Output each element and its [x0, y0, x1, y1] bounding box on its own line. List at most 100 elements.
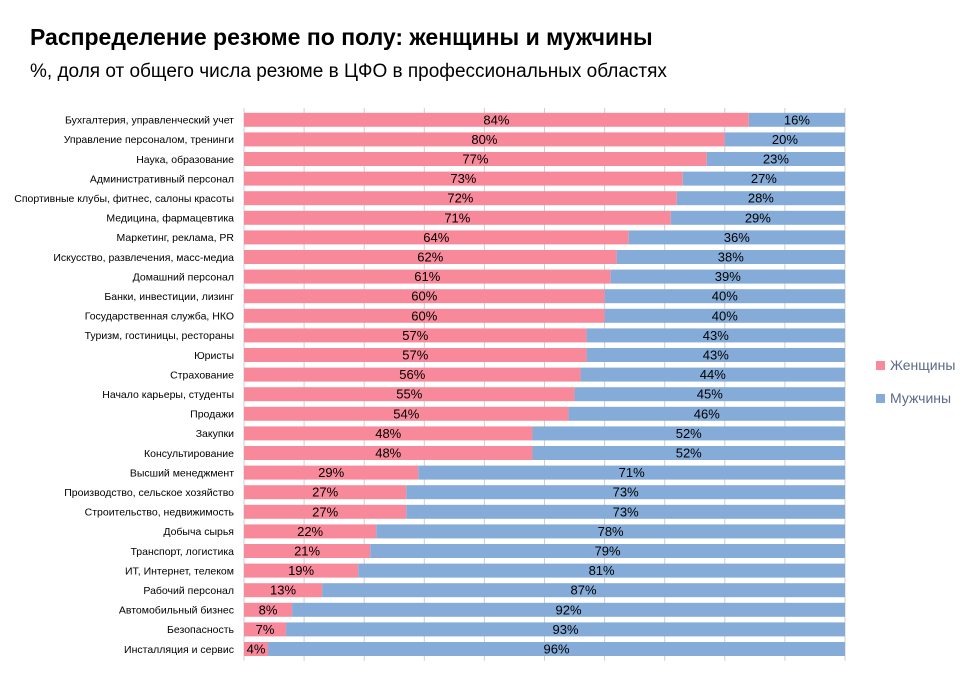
bar-women — [244, 544, 371, 558]
data-label-women: 29% — [318, 465, 344, 480]
category-label: Бухгалтерия, управленческий учет — [65, 115, 234, 127]
data-label-women: 80% — [471, 132, 497, 147]
data-label-men: 46% — [694, 406, 720, 421]
category-label: Банки, инвестиции, лизинг — [104, 291, 234, 303]
bar-women — [244, 367, 581, 382]
data-label-women: 21% — [294, 544, 320, 559]
data-label-men: 78% — [598, 524, 624, 539]
category-label: Безопасность — [167, 624, 235, 636]
data-label-men: 43% — [703, 328, 729, 343]
bar-men — [532, 426, 845, 441]
legend-swatch-women — [876, 361, 885, 370]
bar-men — [580, 367, 845, 382]
bar-men — [676, 191, 845, 206]
category-label: Туризм, гостиницы, рестораны — [85, 330, 234, 342]
bar-women — [244, 622, 287, 637]
data-label-women: 61% — [414, 269, 440, 284]
category-label: Страхование — [170, 369, 234, 381]
bar-men — [322, 583, 845, 598]
data-label-men: 44% — [700, 367, 726, 382]
legend-label-women: Женщины — [890, 357, 955, 373]
data-label-men: 23% — [763, 152, 789, 167]
data-label-women: 64% — [423, 230, 449, 245]
bar-men — [724, 132, 845, 147]
bar-men — [604, 308, 845, 323]
bar-women — [244, 308, 605, 323]
data-label-men: 36% — [724, 230, 750, 245]
bar-women — [244, 524, 377, 539]
data-label-men: 43% — [703, 348, 729, 363]
data-label-men: 73% — [613, 504, 639, 519]
bar-men — [370, 544, 845, 558]
category-label: Рабочий персонал — [143, 585, 234, 597]
bar-women — [244, 132, 725, 147]
data-label-men: 96% — [544, 642, 570, 657]
category-label: Автомобильный бизнес — [119, 605, 234, 617]
data-label-women: 77% — [462, 152, 488, 167]
data-label-women: 71% — [444, 210, 470, 225]
category-label: Закупки — [196, 428, 234, 440]
bar-men — [376, 524, 845, 539]
category-label: Транспорт, логистика — [130, 546, 234, 558]
category-label: Строительство, недвижимость — [85, 507, 235, 519]
bar-men — [406, 504, 845, 519]
bar-women — [244, 465, 419, 480]
bar-men — [586, 348, 845, 362]
bar-women — [244, 485, 407, 500]
category-label: Начало карьеры, студенты — [102, 389, 234, 401]
data-label-women: 4% — [247, 642, 266, 657]
bar-men — [574, 387, 845, 402]
data-label-men: 52% — [676, 426, 702, 441]
category-label: Инсталляция и сервис — [124, 644, 234, 656]
data-label-men: 93% — [553, 622, 579, 637]
chart-subtitle: %, доля от общего числа резюме в ЦФО в п… — [30, 61, 667, 82]
data-label-women: 84% — [483, 112, 509, 127]
data-label-women: 48% — [375, 446, 401, 461]
bar-men — [706, 152, 845, 166]
data-label-women: 8% — [259, 602, 278, 617]
data-label-men: 79% — [595, 544, 621, 559]
legend-swatch-men — [876, 394, 885, 403]
data-label-women: 60% — [411, 308, 437, 323]
category-label: Производство, сельское хозяйство — [64, 487, 234, 499]
bar-men — [532, 446, 845, 460]
data-label-men: 52% — [676, 446, 702, 461]
category-label: Маркетинг, реклама, PR — [117, 232, 235, 244]
data-label-women: 73% — [450, 171, 476, 186]
data-label-men: 28% — [748, 191, 774, 206]
category-label: Консультирование — [144, 448, 234, 460]
data-label-women: 22% — [297, 524, 323, 539]
data-label-men: 16% — [784, 112, 810, 127]
bar-men — [286, 622, 845, 637]
bar-women — [244, 289, 605, 304]
category-label: Административный персонал — [90, 173, 234, 185]
data-label-men: 38% — [718, 250, 744, 265]
bar-women — [244, 250, 617, 264]
bar-men — [418, 465, 845, 480]
bars: 84% 16% 80% 20% 77% 23% 73% 27% 72% 28% 71% 29% 64% 3… — [244, 112, 846, 657]
data-label-women: 55% — [396, 387, 422, 402]
bar-women — [244, 152, 707, 166]
bar-men — [604, 289, 845, 304]
category-labels: Бухгалтерия, управленческий учет Управлен… — [14, 115, 234, 656]
data-label-women: 19% — [288, 563, 314, 578]
data-label-men: 40% — [712, 308, 738, 323]
bar-women — [244, 348, 587, 362]
category-label: Государственная служба, НКО — [85, 311, 234, 323]
bar-women — [244, 504, 407, 519]
bar-women — [244, 230, 629, 245]
data-label-women: 27% — [312, 504, 338, 519]
legend-label-men: Мужчины — [890, 390, 951, 406]
data-label-women: 48% — [375, 426, 401, 441]
bar-women — [244, 446, 533, 460]
data-label-women: 62% — [417, 250, 443, 265]
data-label-women: 60% — [411, 289, 437, 304]
bar-women — [244, 191, 677, 206]
bar-men — [406, 485, 845, 500]
data-label-men: 81% — [589, 563, 615, 578]
data-label-women: 54% — [393, 406, 419, 421]
data-label-men: 92% — [556, 602, 582, 617]
bar-women — [244, 210, 671, 225]
bar-men — [358, 563, 845, 578]
